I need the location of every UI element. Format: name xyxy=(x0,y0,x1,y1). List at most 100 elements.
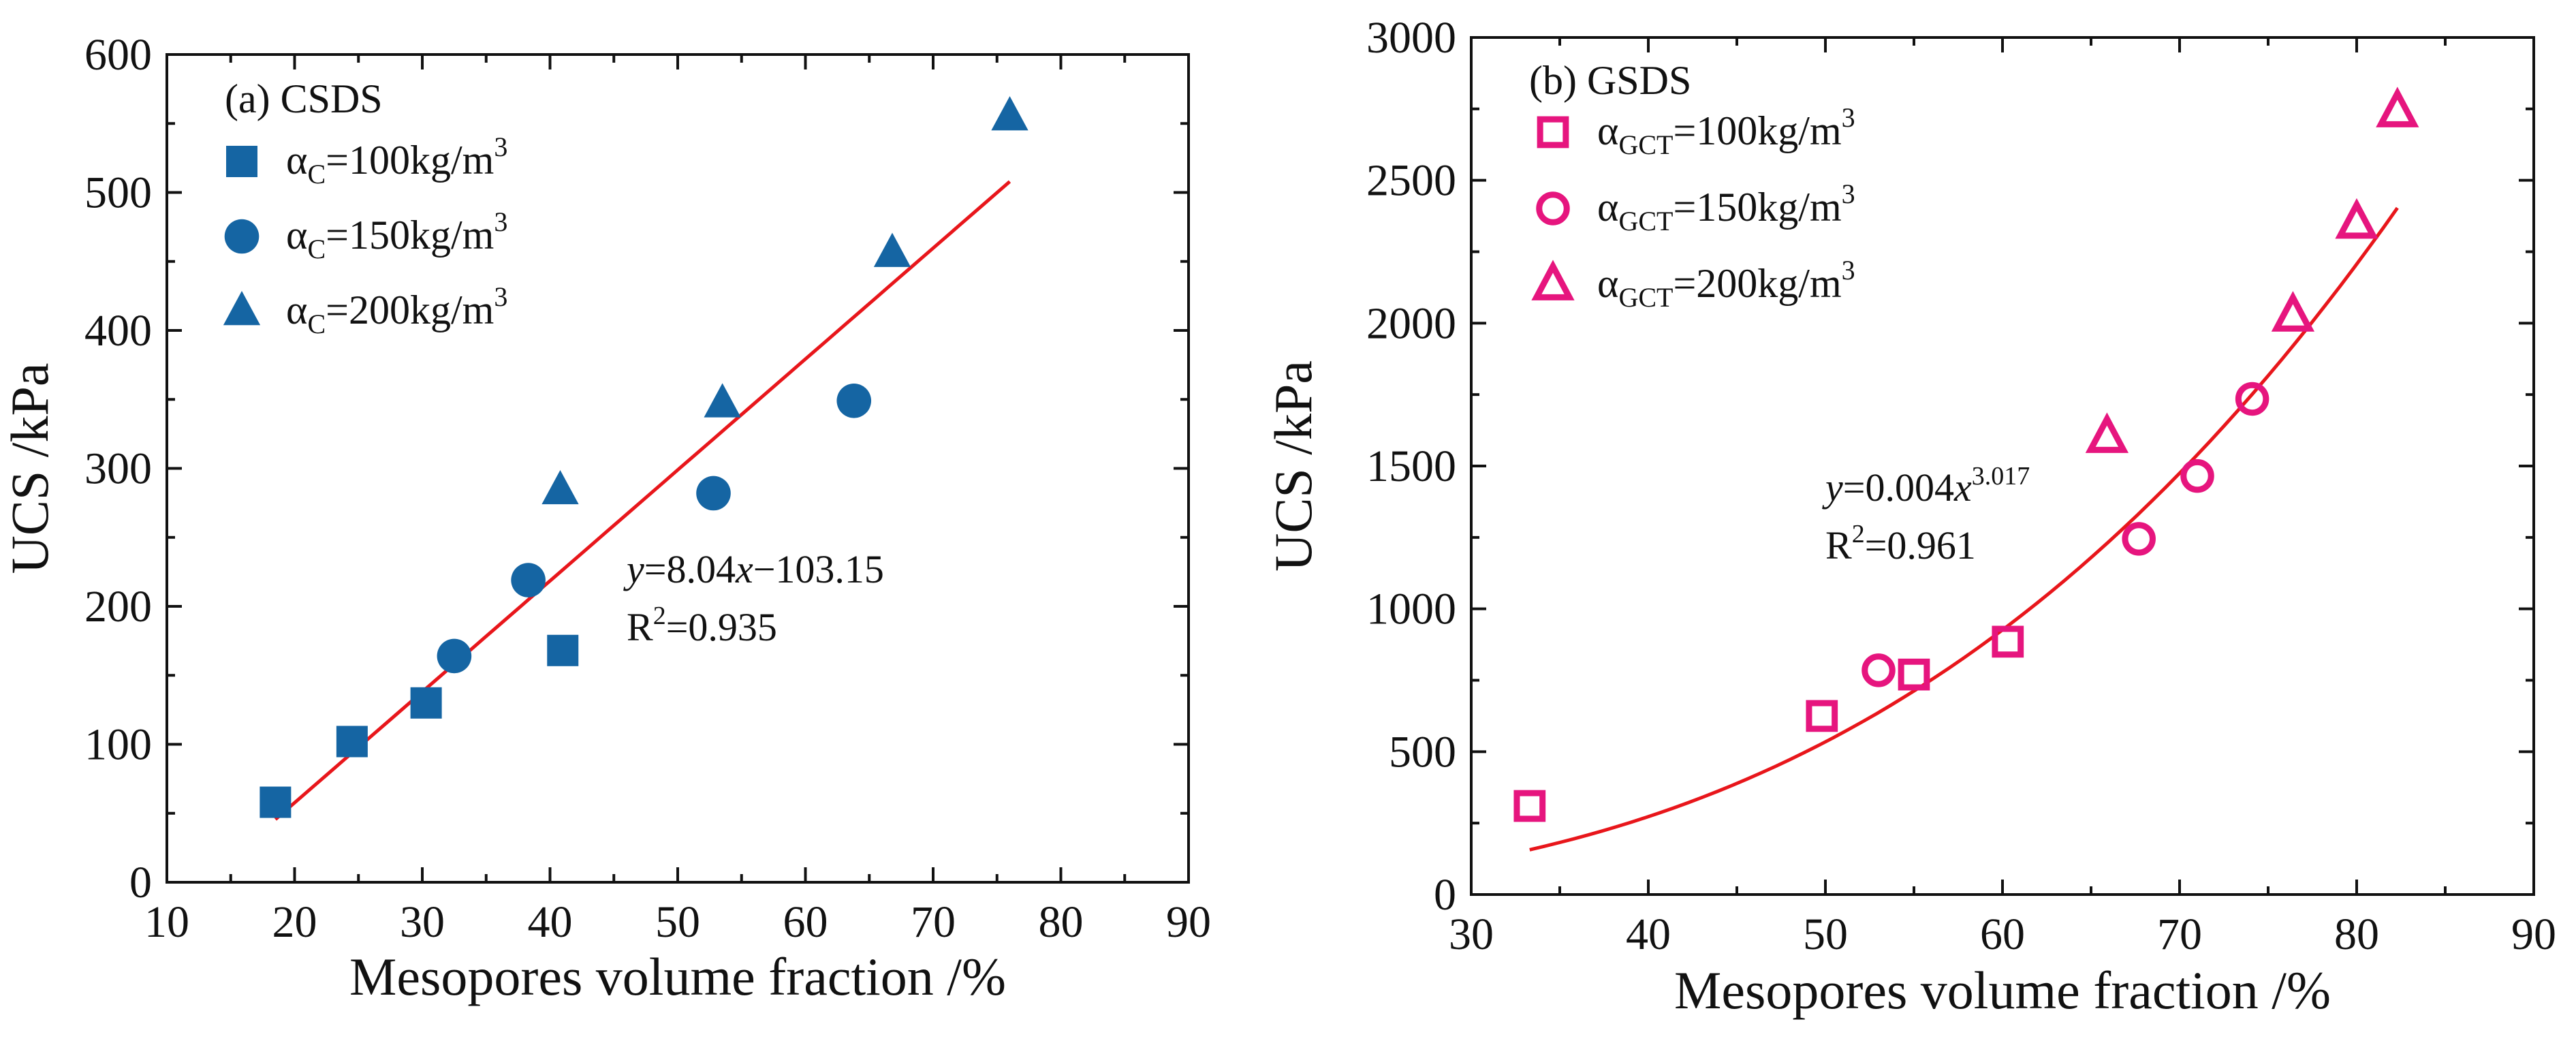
x-tick-label: 10 xyxy=(144,897,189,947)
legend-value: =100kg/m xyxy=(1673,108,1841,153)
legend-label: αGCT=200kg/m3 xyxy=(1597,255,1855,313)
legend-subscript: GCT xyxy=(1618,129,1673,160)
chart-b-y-axis-title: UCS /kPa xyxy=(1263,360,1323,572)
y-tick-label: 1500 xyxy=(1366,441,1456,491)
chart-a-panel-label: (a) CSDS xyxy=(225,76,383,121)
data-point-triangle xyxy=(991,96,1028,131)
legend-superscript: 3 xyxy=(494,281,507,312)
legend-marker-triangle-open xyxy=(1531,260,1575,300)
data-point-square xyxy=(410,687,442,719)
chart-a-r-squared: R2=0.935 xyxy=(627,602,777,649)
chart-a-y-axis-title: UCS /kPa xyxy=(0,363,59,574)
chart-b-x-axis-title: Mesopores volume fraction /% xyxy=(1674,961,2331,1020)
legend-value: =150kg/m xyxy=(326,213,494,258)
r2-sup: 2 xyxy=(1852,520,1865,548)
chart-a-markers xyxy=(260,96,1028,818)
legend-superscript: 3 xyxy=(494,131,507,162)
chart-b-panel-label: (b) GSDS xyxy=(1529,58,1691,103)
eq-part1: =0.004 xyxy=(1843,465,1954,510)
chart-b-x-axis: 30 40 50 60 70 80 90 xyxy=(1449,37,2556,959)
r2-R: R xyxy=(627,605,653,649)
data-point-square-open xyxy=(1992,625,2024,658)
legend-superscript: 3 xyxy=(1842,178,1855,209)
data-point-triangle-open xyxy=(2376,87,2419,127)
eq-part2: −103.15 xyxy=(753,547,884,591)
legend-alpha: α xyxy=(286,213,307,258)
legend-marker-circle xyxy=(224,219,260,254)
data-point-square-open xyxy=(1898,658,1930,691)
legend-item: αC=100kg/m3 xyxy=(226,131,507,189)
y-tick-label: 500 xyxy=(1389,727,1456,777)
data-point-triangle xyxy=(541,469,579,505)
eq-part1: =8.04 xyxy=(644,547,736,591)
y-tick-label: 500 xyxy=(84,168,152,218)
legend-subscript: C xyxy=(307,159,326,189)
y-tick-label: 3000 xyxy=(1366,13,1456,63)
x-tick-label: 40 xyxy=(528,897,573,947)
chart-a-x-axis: 10 20 30 40 50 60 70 80 90 xyxy=(144,55,1211,947)
chart-b-fit-curve xyxy=(1529,206,2399,852)
eq-x: x xyxy=(1953,465,1972,510)
chart-b-fit-equation: y=0.004x3.017 xyxy=(1822,462,2030,510)
y-tick-label: 2500 xyxy=(1366,156,1456,206)
data-point-circle-open xyxy=(2235,382,2269,416)
y-tick-label: 0 xyxy=(129,858,152,907)
r2-value: =0.935 xyxy=(666,605,777,649)
eq-y: y xyxy=(623,547,644,591)
legend-subscript: C xyxy=(307,234,326,264)
data-point-triangle-open xyxy=(2271,291,2315,332)
x-tick-label: 60 xyxy=(1980,910,2025,959)
legend-marker-square xyxy=(226,146,257,177)
x-tick-label: 80 xyxy=(2334,910,2379,959)
legend-alpha: α xyxy=(286,138,307,183)
chart-a-x-axis-title: Mesopores volume fraction /% xyxy=(349,947,1006,1006)
chart-b-y-axis: 0 500 1000 1500 2000 2500 3000 xyxy=(1366,13,2534,920)
x-tick-label: 30 xyxy=(1449,910,1494,959)
y-tick-label: 300 xyxy=(84,444,152,494)
data-point-square-open xyxy=(1806,700,1838,732)
chart-b-markers xyxy=(1513,87,2419,822)
y-tick-label: 0 xyxy=(1434,870,1456,920)
legend-label: αC=200kg/m3 xyxy=(286,281,507,339)
legend-label: αGCT=150kg/m3 xyxy=(1597,178,1855,236)
chart-b: 30 40 50 60 70 80 90 050010001500200025003000 … xyxy=(1263,13,2556,1020)
legend-item: αC=150kg/m3 xyxy=(224,206,507,264)
legend-value: =200kg/m xyxy=(1673,261,1841,306)
x-tick-label: 60 xyxy=(783,897,828,947)
legend-alpha: α xyxy=(1597,185,1618,230)
legend-item: αGCT=100kg/m3 xyxy=(1537,102,1855,160)
legend-superscript: 3 xyxy=(1842,102,1855,133)
x-tick-label: 90 xyxy=(2511,910,2556,959)
x-tick-label: 80 xyxy=(1039,897,1084,947)
data-point-triangle xyxy=(704,383,741,418)
legend-superscript: 3 xyxy=(494,206,507,237)
legend-value: =150kg/m xyxy=(1673,185,1841,230)
y-tick-label: 1000 xyxy=(1366,585,1456,634)
y-tick-label: 2000 xyxy=(1366,298,1456,348)
data-point-circle xyxy=(696,476,731,511)
legend-marker-triangle xyxy=(223,291,261,326)
legend-subscript: GCT xyxy=(1618,206,1673,236)
data-point-triangle-open xyxy=(2335,198,2378,239)
data-point-circle-open xyxy=(1862,653,1896,687)
x-tick-label: 40 xyxy=(1626,910,1671,959)
r2-sup: 2 xyxy=(653,602,666,630)
r2-R: R xyxy=(1825,523,1852,568)
data-point-square xyxy=(336,726,368,758)
legend-marker-circle-open xyxy=(1536,191,1570,226)
legend-alpha: α xyxy=(286,288,307,332)
data-point-circle xyxy=(437,638,472,674)
eq-y: y xyxy=(1822,465,1843,510)
chart-a-fit-equation: y=8.04x−103.15 xyxy=(623,547,884,591)
legend-label: αGCT=100kg/m3 xyxy=(1597,102,1855,160)
x-tick-label: 20 xyxy=(272,897,317,947)
data-point-square xyxy=(547,634,579,666)
data-point-circle-open xyxy=(2180,459,2214,493)
x-tick-label: 70 xyxy=(2157,910,2202,959)
y-tick-label: 200 xyxy=(84,582,152,632)
data-point-circle-open xyxy=(2122,522,2156,556)
eq-exponent: 3.017 xyxy=(1972,462,2030,491)
y-tick-label: 400 xyxy=(84,306,152,356)
legend-marker-square-open xyxy=(1537,116,1569,149)
